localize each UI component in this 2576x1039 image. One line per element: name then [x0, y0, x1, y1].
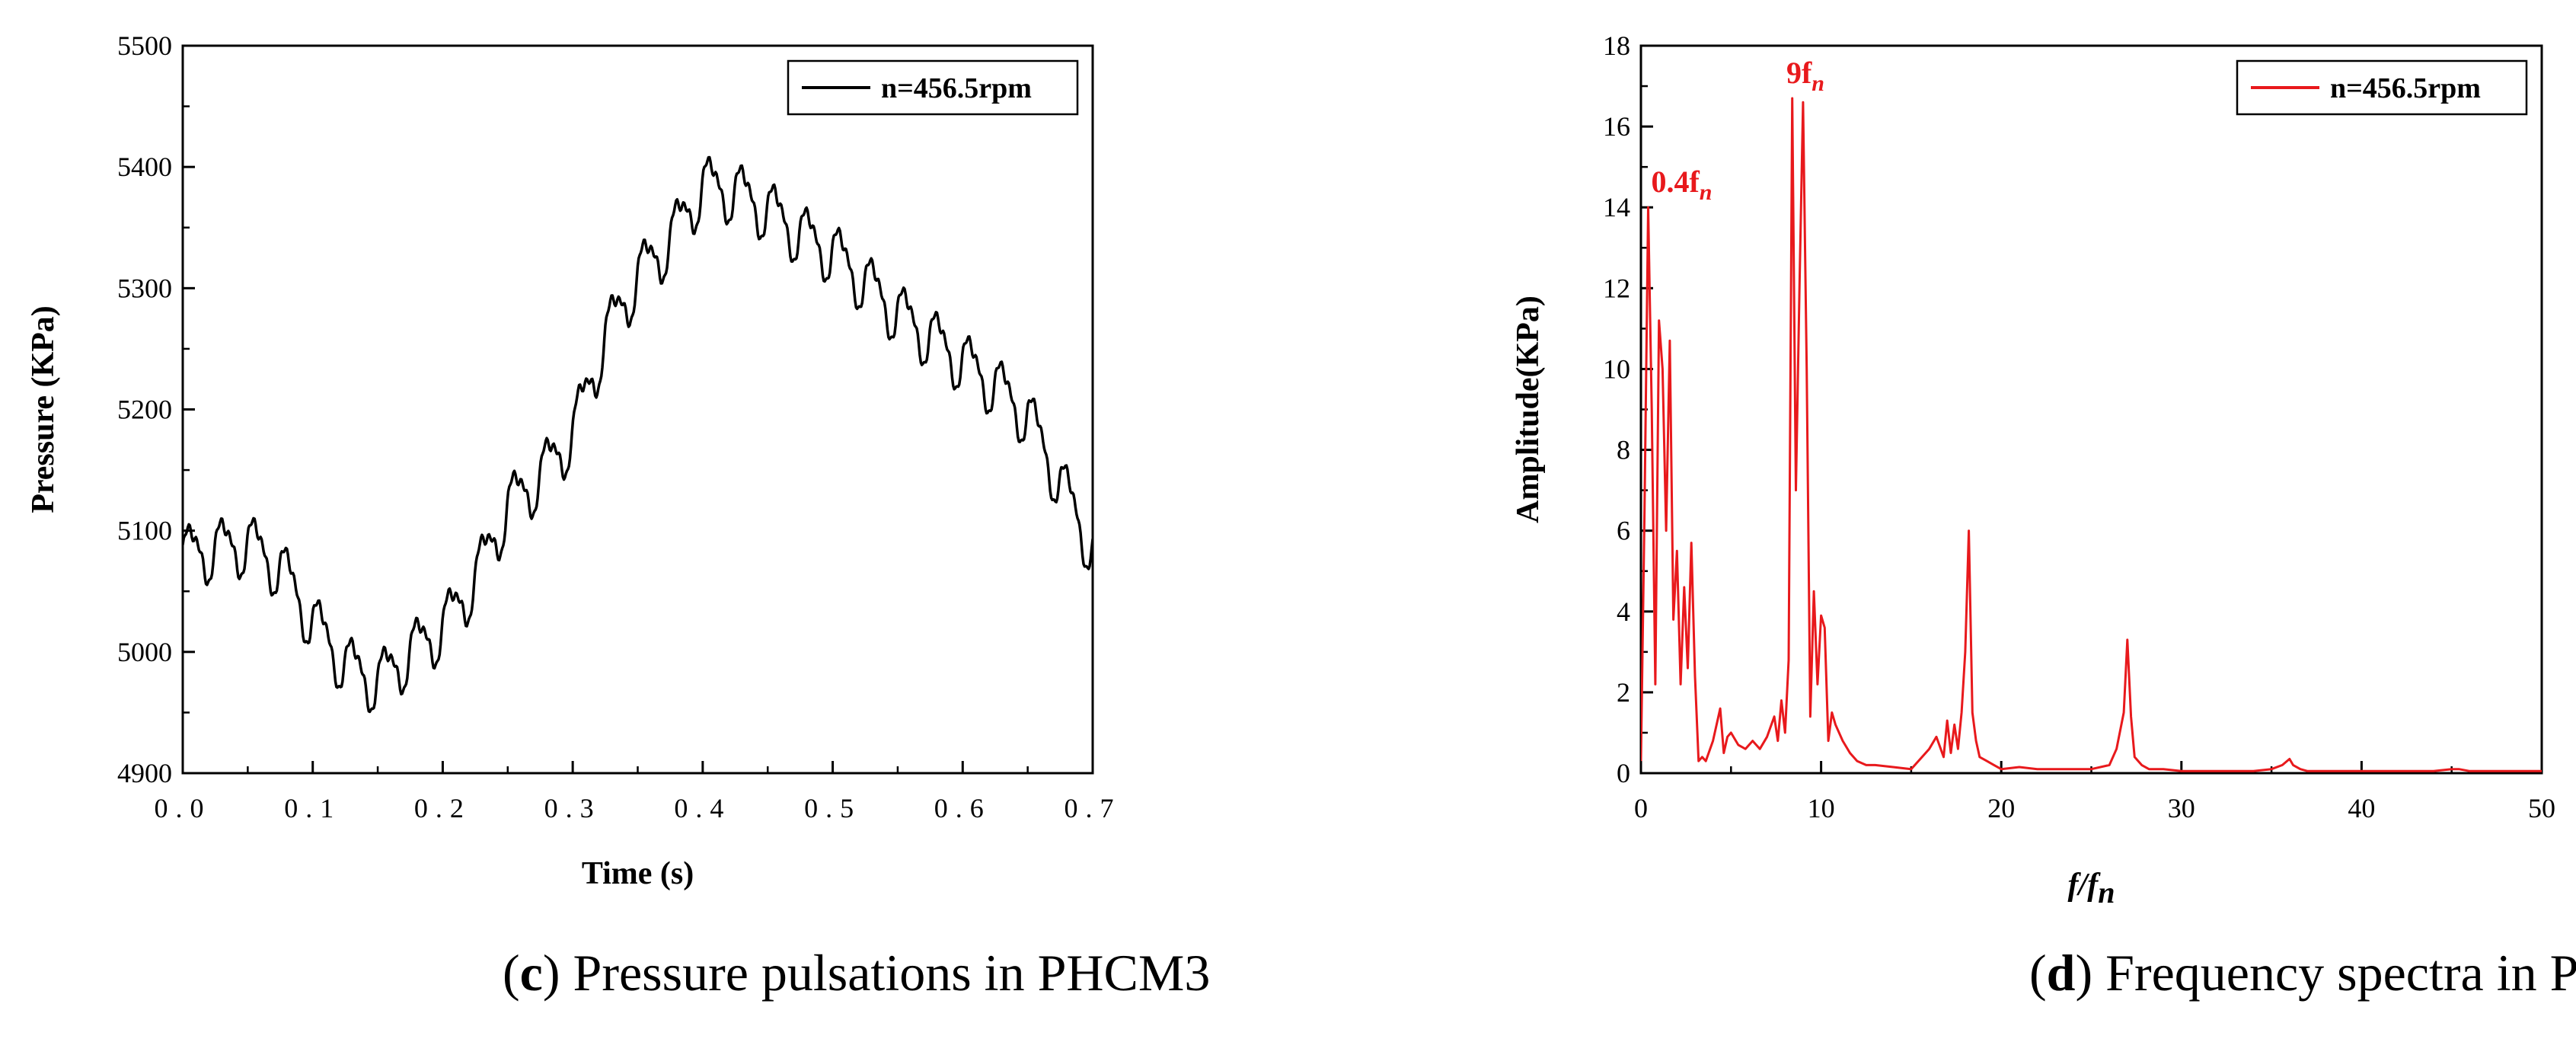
x-axis-title-sub: n	[2098, 875, 2115, 910]
x-tick-label: 40	[2348, 793, 2375, 823]
annotation-sub: n	[1700, 180, 1713, 205]
x-tick-label: 10	[1808, 793, 1835, 823]
chart-panel-d: 0 10 20 30 40 50 0 2 4 6 8 10 12 14 16 18 Amplitude(KPa)…	[1511, 30, 2576, 1002]
plot-frame	[1639, 44, 2543, 775]
y-tick-label: 4	[1617, 596, 1630, 627]
x-tick-label: 50	[2528, 793, 2555, 823]
caption-close: )	[2075, 944, 2092, 1002]
figure-caption: (c) Pressure pulsations in PHCM3	[503, 944, 1210, 1002]
x-tick-label: 0.2	[414, 793, 471, 823]
y-tick-label: 8	[1617, 435, 1630, 465]
x-axis-title-main: f/f	[2068, 868, 2102, 903]
annotation-sub: n	[1811, 71, 1824, 96]
chart-panel-c: 0.0 0.1 0.2 0.3 0.4 0.5 0.6 0.7 4900 5000 5100 5200…	[26, 30, 1210, 1002]
plot-frame	[181, 44, 1094, 775]
x-tick-label: 0.4	[674, 793, 731, 823]
y-tick-label: 5000	[117, 637, 172, 667]
caption-letter: d	[2047, 944, 2076, 1002]
series-line-0	[1641, 97, 2542, 772]
caption-text: Pressure pulsations in PHCM3	[560, 944, 1211, 1002]
caption-open: (	[503, 944, 520, 1002]
caption-text: Frequency spectra in PHCM3	[2092, 944, 2576, 1002]
y-tick-label: 18	[1603, 30, 1630, 61]
x-tick-label: 0.6	[934, 793, 991, 823]
caption-letter: c	[520, 944, 543, 1002]
y-tick-label: 16	[1603, 111, 1630, 142]
annotation-main: 0.4f	[1651, 165, 1700, 199]
y-tick-label: 5100	[117, 516, 172, 546]
x-axis-title: Time (s)	[582, 856, 694, 891]
annotation-label: 9fn	[1786, 56, 1824, 96]
y-tick-label: 14	[1603, 192, 1630, 222]
y-tick-label: 12	[1603, 273, 1630, 303]
x-tick-label: 20	[1987, 793, 2015, 823]
x-tick-label: 0.0	[155, 793, 212, 823]
y-tick-label: 0	[1617, 758, 1630, 788]
y-tick-label: 5400	[117, 152, 172, 182]
legend-label: n=456.5rpm	[881, 72, 1032, 104]
y-tick-label: 2	[1617, 677, 1630, 708]
figure-caption: (d) Frequency spectra in PHCM3	[2029, 944, 2576, 1002]
annotation-main: 9f	[1786, 56, 1812, 90]
series-line-0	[183, 155, 1093, 714]
y-tick-label: 5500	[117, 30, 172, 61]
x-tick-label: 0	[1634, 793, 1648, 823]
y-axis-title: Amplitude(KPa)	[1511, 296, 1546, 523]
y-tick-label: 6	[1617, 516, 1630, 546]
x-tick-label: 0.1	[284, 793, 341, 823]
legend-label: n=456.5rpm	[2330, 72, 2481, 104]
y-axis-title: Pressure (KPa)	[26, 305, 61, 513]
caption-close: )	[543, 944, 560, 1002]
y-tick-label: 5200	[117, 395, 172, 425]
annotation-label: 0.4fn	[1651, 165, 1712, 205]
y-tick-label: 4900	[117, 758, 172, 788]
y-tick-label: 10	[1603, 353, 1630, 384]
y-tick-label: 5300	[117, 273, 172, 303]
x-tick-label: 30	[2168, 793, 2195, 823]
x-tick-label: 0.5	[804, 793, 861, 823]
x-tick-label: 0.3	[544, 793, 602, 823]
x-tick-label: 0.7	[1065, 793, 1122, 823]
x-axis-title: f/fn	[2068, 868, 2115, 910]
caption-open: (	[2029, 944, 2047, 1002]
